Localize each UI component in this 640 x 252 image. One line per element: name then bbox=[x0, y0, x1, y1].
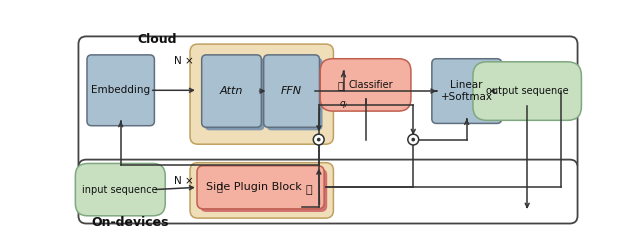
FancyBboxPatch shape bbox=[473, 62, 581, 120]
FancyBboxPatch shape bbox=[202, 55, 261, 127]
Text: $q_i$: $q_i$ bbox=[339, 100, 348, 110]
Text: Linear
+Softmax: Linear +Softmax bbox=[441, 80, 493, 102]
Text: input sequence: input sequence bbox=[83, 185, 158, 195]
FancyBboxPatch shape bbox=[79, 160, 577, 224]
FancyBboxPatch shape bbox=[432, 59, 502, 123]
FancyBboxPatch shape bbox=[320, 59, 411, 111]
Text: 🔥: 🔥 bbox=[216, 182, 223, 192]
FancyBboxPatch shape bbox=[264, 55, 319, 127]
FancyBboxPatch shape bbox=[190, 44, 333, 144]
FancyBboxPatch shape bbox=[197, 166, 324, 209]
Text: N ×: N × bbox=[174, 56, 194, 66]
Text: On-devices: On-devices bbox=[92, 216, 169, 229]
Circle shape bbox=[408, 134, 419, 145]
Circle shape bbox=[412, 138, 415, 141]
Text: 🚶: 🚶 bbox=[305, 185, 312, 195]
Text: Embedding: Embedding bbox=[91, 85, 150, 95]
FancyBboxPatch shape bbox=[200, 169, 327, 212]
FancyBboxPatch shape bbox=[76, 164, 165, 216]
Text: Attn: Attn bbox=[220, 86, 243, 96]
Text: Classifier: Classifier bbox=[348, 80, 393, 90]
Text: N ×: N × bbox=[174, 176, 194, 186]
Text: FFN: FFN bbox=[281, 86, 302, 96]
Text: 🔥: 🔥 bbox=[337, 80, 343, 90]
FancyBboxPatch shape bbox=[79, 36, 577, 171]
Text: output sequence: output sequence bbox=[486, 86, 568, 96]
Circle shape bbox=[317, 138, 320, 141]
Text: Cloud: Cloud bbox=[138, 33, 177, 46]
FancyBboxPatch shape bbox=[267, 58, 323, 130]
FancyBboxPatch shape bbox=[205, 58, 264, 130]
Text: Side Plugin Block: Side Plugin Block bbox=[207, 182, 302, 192]
Circle shape bbox=[313, 134, 324, 145]
FancyBboxPatch shape bbox=[190, 163, 333, 218]
FancyBboxPatch shape bbox=[87, 55, 154, 126]
